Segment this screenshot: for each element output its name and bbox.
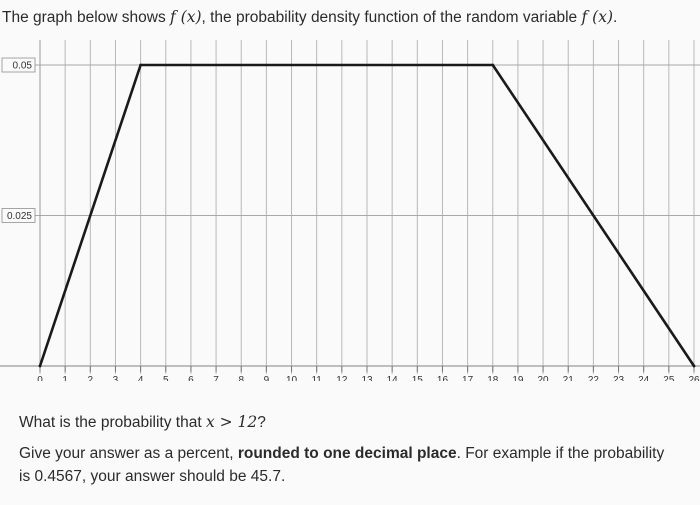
y-tick-label: 0.05 [13, 61, 33, 72]
x-tick-label: 16 [437, 375, 449, 381]
x-tick-label: 10 [286, 375, 298, 381]
x-tick-label: 21 [563, 375, 575, 381]
x-tick-label: 23 [613, 375, 625, 381]
x-tick-label: 15 [412, 375, 424, 381]
chart-background [0, 36, 700, 381]
variable-notation: f (x) [581, 8, 614, 26]
density-vertex [692, 364, 696, 368]
x-tick-label: 6 [188, 375, 194, 381]
question-text: What is the probability that x > 12? [19, 413, 266, 431]
x-tick-label: 9 [264, 375, 270, 381]
x-tick-label: 12 [336, 375, 348, 381]
x-tick-label: 4 [138, 375, 144, 381]
x-tick-label: 17 [462, 375, 474, 381]
x-tick-label: 18 [487, 375, 499, 381]
density-vertex [38, 364, 42, 368]
x-tick-label: 7 [213, 375, 219, 381]
rounding-emphasis: rounded to one decimal place [237, 445, 457, 462]
x-tick-label: 13 [361, 375, 373, 381]
density-vertex [139, 63, 143, 67]
x-tick-label: 11 [311, 375, 322, 381]
x-tick-label: 1 [62, 375, 68, 381]
intro-text: The graph below shows f (x), the probabi… [2, 8, 618, 26]
x-tick-label: 22 [588, 375, 600, 381]
x-tick-label: 14 [387, 375, 399, 381]
function-notation: f (x) [170, 8, 202, 26]
density-vertex [491, 63, 495, 67]
x-tick-label: 19 [512, 375, 524, 381]
x-tick-label: 26 [688, 375, 700, 381]
x-tick-label: 0 [37, 375, 43, 381]
instructions-text: Give your answer as a percent, rounded t… [19, 445, 665, 485]
x-tick-label: 24 [638, 375, 650, 381]
y-tick-label: 0.025 [7, 211, 32, 222]
x-tick-label: 25 [663, 375, 675, 381]
x-tick-label: 20 [538, 375, 550, 381]
condition-notation: x > 12 [205, 413, 258, 431]
y-tick-label-box [1, 208, 36, 223]
x-tick-label: 2 [88, 375, 94, 381]
x-tick-label: 3 [113, 375, 119, 381]
density-line [38, 63, 696, 368]
y-tick-label-box [1, 57, 36, 73]
x-tick-label: 8 [238, 375, 244, 381]
x-tick-label: 5 [163, 375, 169, 381]
